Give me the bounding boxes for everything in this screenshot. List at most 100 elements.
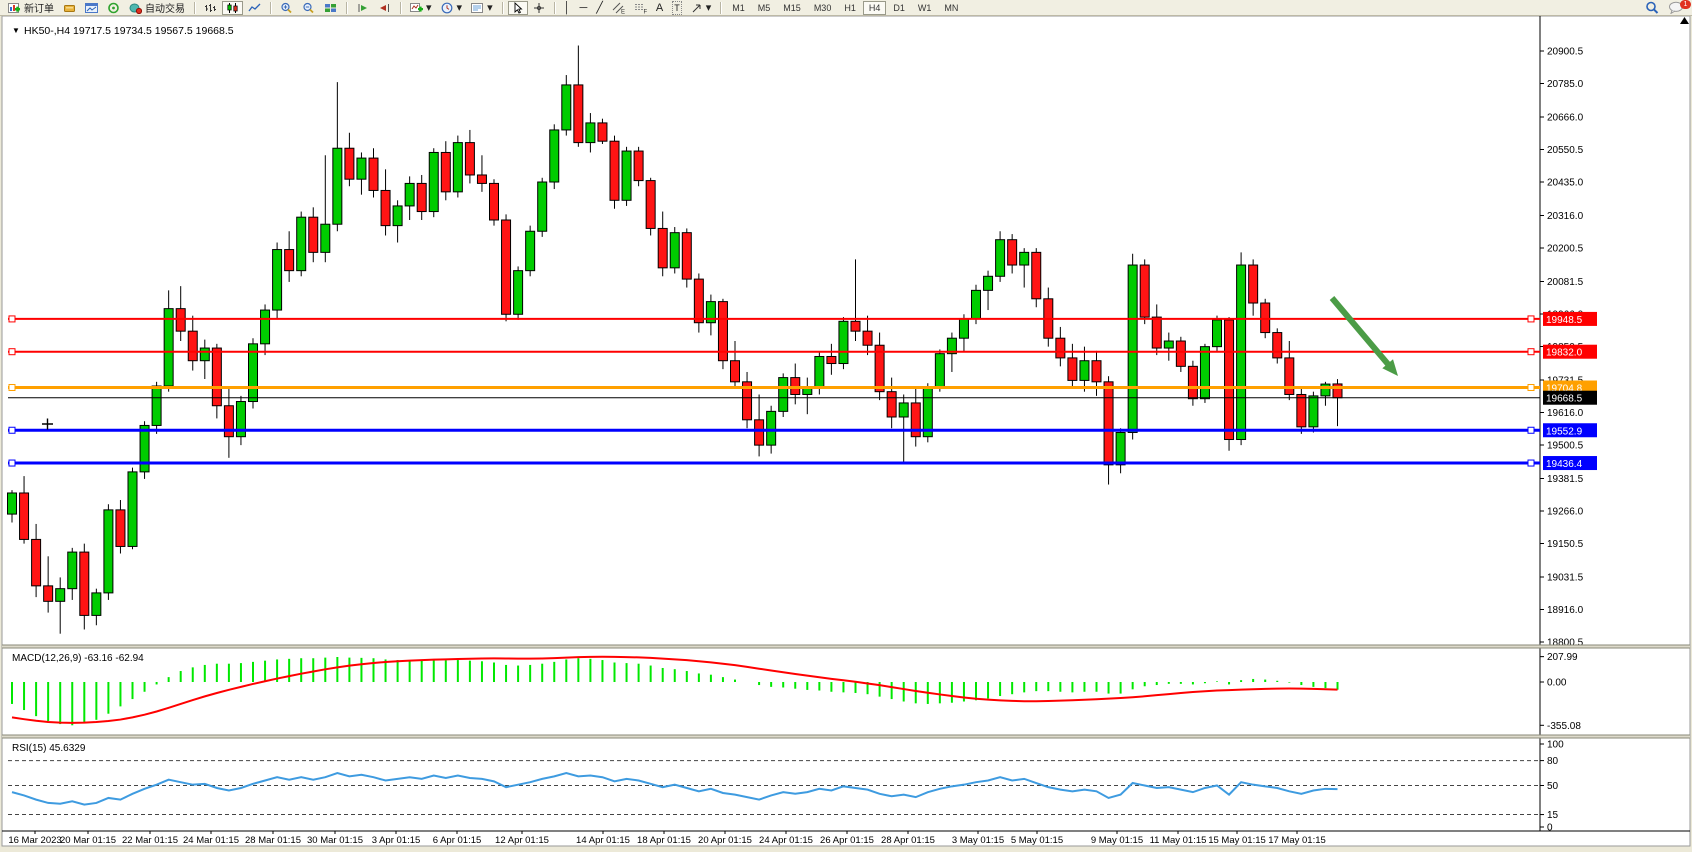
vertical-line-icon: │ [563,1,571,14]
candle-up [235,401,246,438]
scroll-up-icon[interactable] [1680,17,1689,24]
candle-down [754,419,765,446]
zoom-out-button[interactable] [298,1,319,15]
candle-up [766,410,777,446]
bar-chart-icon [205,3,216,12]
candle-down [645,180,656,229]
line-handle[interactable] [8,426,16,434]
tile-windows-button[interactable] [320,1,341,15]
auto-scroll-button[interactable] [352,1,373,15]
line-handle[interactable] [8,348,16,356]
trendline-tool-button[interactable]: ╱ [592,1,607,15]
svg-text:F: F [643,9,647,14]
quotes-button[interactable] [59,1,80,15]
line-handle[interactable] [1527,459,1535,467]
line-handle[interactable] [8,384,16,392]
candle-down [874,344,885,393]
line-handle[interactable] [8,315,16,323]
templates-button[interactable]: ▾ [467,1,497,15]
trend-arrow[interactable] [1329,296,1393,369]
fibonacci-tool-button[interactable]: F [630,1,651,15]
timeframe-w1[interactable]: W1 [912,1,938,15]
date-label: 18 Apr 01:15 [637,835,691,846]
channel-tool-button[interactable]: E [608,1,629,15]
chart-shift-button[interactable] [374,1,395,15]
price-tick-label: 19381.5 [1547,474,1584,485]
line-handle[interactable] [8,459,16,467]
candle-up [1308,395,1319,428]
price-level-label-text: 19436.4 [1546,459,1583,470]
candle-up [778,377,789,412]
candle-up [1127,264,1138,433]
candle-up [296,216,307,272]
timeframe-m15[interactable]: M15 [777,1,807,15]
toolbar-separator [194,1,195,14]
pane-splitter[interactable] [2,735,1690,738]
line-handle[interactable] [1527,315,1535,323]
text-tool-button[interactable]: A [652,1,667,15]
arrows-tool-button[interactable]: ▾ [687,1,716,15]
rsi-label: RSI(15) 45.6329 [12,743,86,754]
candle-down [742,381,753,421]
chart-dropdown-icon[interactable]: ▼ [12,26,20,35]
candle-up [452,142,463,193]
auto-trading-button[interactable]: 自动交易 [125,1,189,15]
candle-up [139,424,150,473]
cursor-tool-button[interactable] [507,0,528,15]
price-tick-label: 19031.5 [1547,572,1584,583]
candlestick-type-button[interactable] [222,0,243,15]
candle-down [1175,340,1186,367]
vertical-line-tool-button[interactable]: │ [560,1,575,15]
candle-down [1091,360,1102,383]
candle-up [946,337,957,355]
new-order-button[interactable]: 新订单 [4,1,58,15]
date-label: 22 Mar 01:15 [122,835,178,846]
date-label: 9 May 01:15 [1091,835,1143,846]
timeframe-h4[interactable]: H4 [862,0,887,15]
candle-up [103,509,114,594]
timeframe-d1[interactable]: D1 [887,1,911,15]
timeframe-m30[interactable]: M30 [808,1,838,15]
candle-down [211,347,222,407]
chat-button[interactable]: 1 [1664,0,1691,15]
candle-down [1272,332,1283,359]
price-level-label-text: 19832.0 [1546,348,1583,359]
macd-label: MACD(12,26,9) -63.16 -62.94 [12,653,144,664]
candle-up [995,239,1006,277]
timeframe-m1[interactable]: M1 [726,1,751,15]
navigator-button[interactable] [103,1,124,15]
timeframe-m5[interactable]: M5 [752,1,777,15]
periods-button[interactable]: ▾ [437,1,467,15]
candle-up [1212,319,1222,348]
cursor-icon [514,1,523,14]
price-tick-label: 20316.0 [1547,211,1584,222]
timeframe-h1[interactable]: H1 [838,1,862,15]
crosshair-tool-button[interactable] [529,1,549,15]
pane-splitter[interactable] [2,645,1690,648]
candle-up [151,385,162,426]
search-button[interactable] [1641,1,1663,15]
timeframe-mn[interactable]: MN [938,1,964,15]
candlestick-icon [227,2,238,13]
candle-up [621,150,632,201]
candle-down [862,330,873,346]
caret-down-icon: ▾ [456,1,463,14]
date-label: 16 Mar 2023 [8,835,61,846]
line-handle[interactable] [1527,426,1535,434]
candle-down [187,330,198,362]
candle-up [260,309,271,345]
line-handle[interactable] [1527,384,1535,392]
zoom-in-button[interactable] [276,1,297,15]
candle-down [609,140,620,201]
chart-window-button[interactable] [81,1,102,15]
line-chart-type-button[interactable] [244,1,265,15]
bar-chart-type-button[interactable] [200,1,221,15]
horizontal-line-tool-button[interactable]: ─ [575,1,591,15]
date-label: 11 May 01:15 [1150,835,1207,846]
label-tool-button[interactable]: T [668,0,686,15]
line-handle[interactable] [1527,348,1535,356]
candle-up [1199,346,1210,400]
toolbar-separator [270,1,271,14]
indicators-button[interactable]: ▾ [406,1,436,15]
